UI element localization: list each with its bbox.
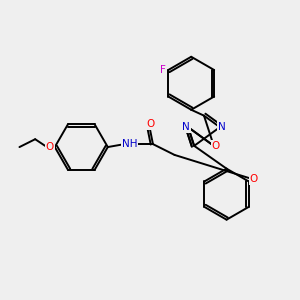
Text: N: N <box>182 122 190 132</box>
Text: N: N <box>218 122 226 132</box>
Text: O: O <box>212 141 220 151</box>
Text: O: O <box>146 119 154 130</box>
Text: O: O <box>46 142 54 152</box>
Text: F: F <box>160 65 166 75</box>
Text: O: O <box>249 174 258 184</box>
Text: NH: NH <box>122 139 137 149</box>
